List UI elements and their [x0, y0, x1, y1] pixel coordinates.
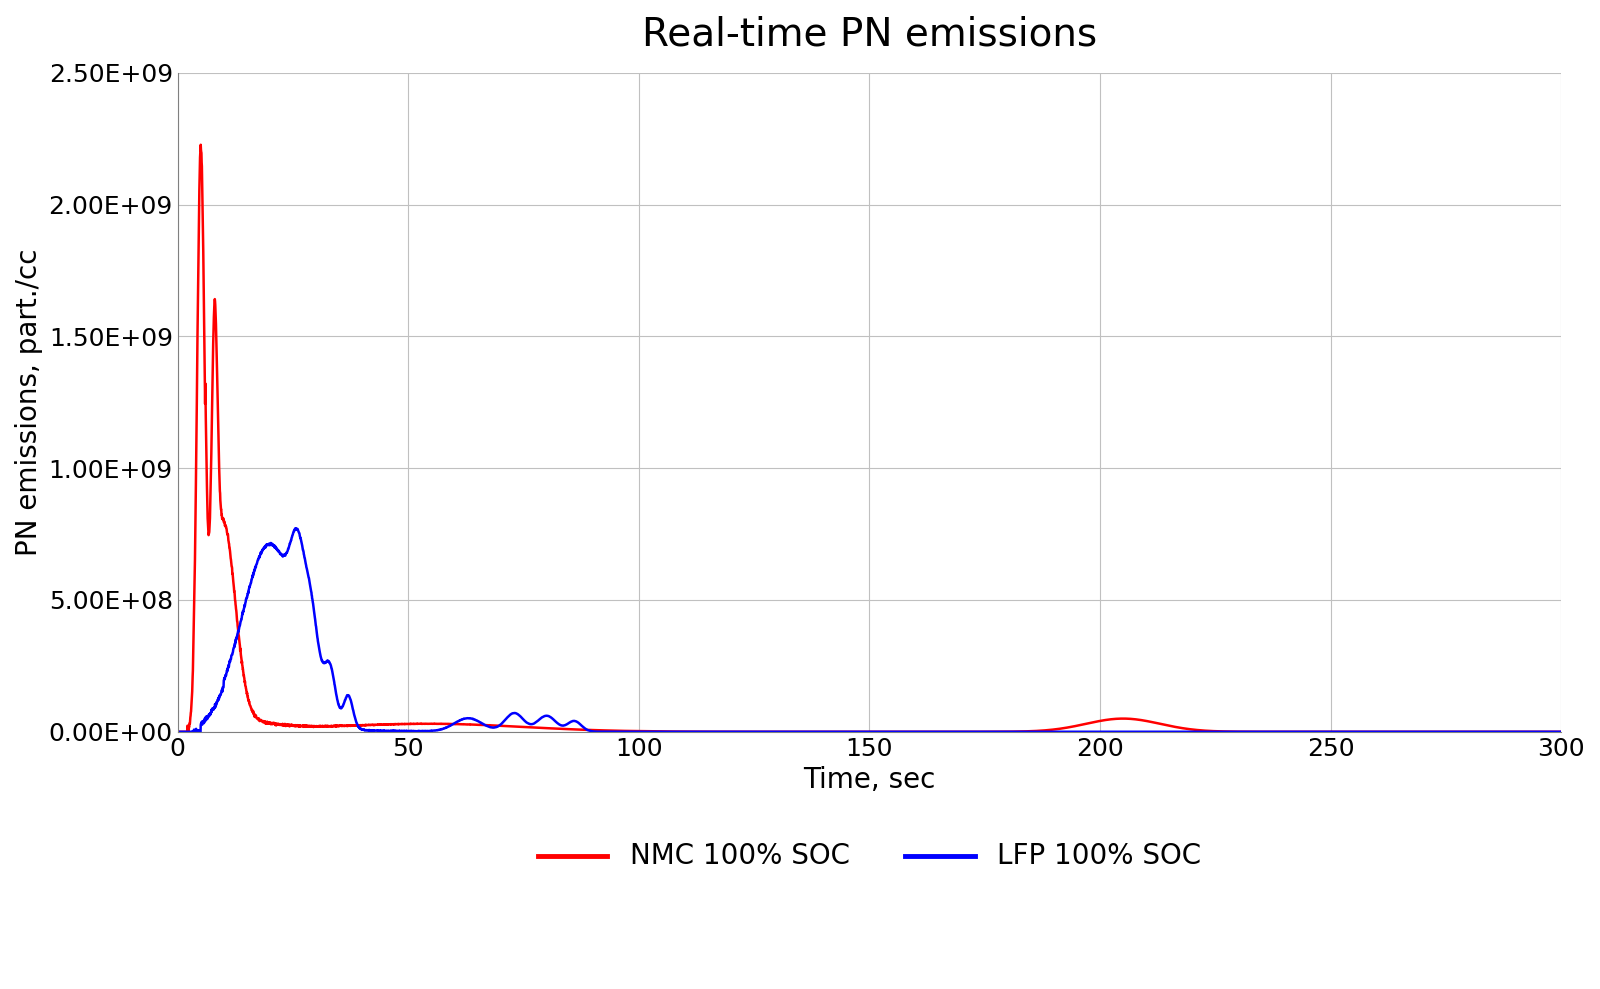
Title: Real-time PN emissions: Real-time PN emissions: [642, 15, 1098, 53]
LFP 100% SOC: [504, 707, 523, 719]
LFP 100% SOC: [690, 726, 709, 738]
NMC 100% SOC: [1552, 726, 1571, 738]
NMC 100% SOC: [1541, 726, 1560, 738]
Y-axis label: PN emissions, part./cc: PN emissions, part./cc: [14, 248, 43, 556]
X-axis label: Time, sec: Time, sec: [803, 766, 936, 794]
LFP 100% SOC: [498, 712, 517, 724]
Line: NMC 100% SOC: NMC 100% SOC: [178, 144, 1562, 732]
NMC 100% SOC: [190, 138, 210, 150]
Line: LFP 100% SOC: LFP 100% SOC: [178, 528, 1562, 732]
NMC 100% SOC: [498, 720, 517, 732]
NMC 100% SOC: [789, 726, 808, 738]
NMC 100% SOC: [504, 721, 523, 733]
NMC 100% SOC: [690, 726, 709, 738]
LFP 100% SOC: [789, 726, 808, 738]
LFP 100% SOC: [1541, 726, 1560, 738]
NMC 100% SOC: [490, 720, 509, 732]
NMC 100% SOC: [168, 726, 187, 738]
Legend: NMC 100% SOC, LFP 100% SOC: NMC 100% SOC, LFP 100% SOC: [526, 832, 1213, 881]
LFP 100% SOC: [286, 522, 306, 534]
LFP 100% SOC: [1552, 726, 1571, 738]
LFP 100% SOC: [168, 726, 187, 738]
LFP 100% SOC: [490, 720, 509, 732]
